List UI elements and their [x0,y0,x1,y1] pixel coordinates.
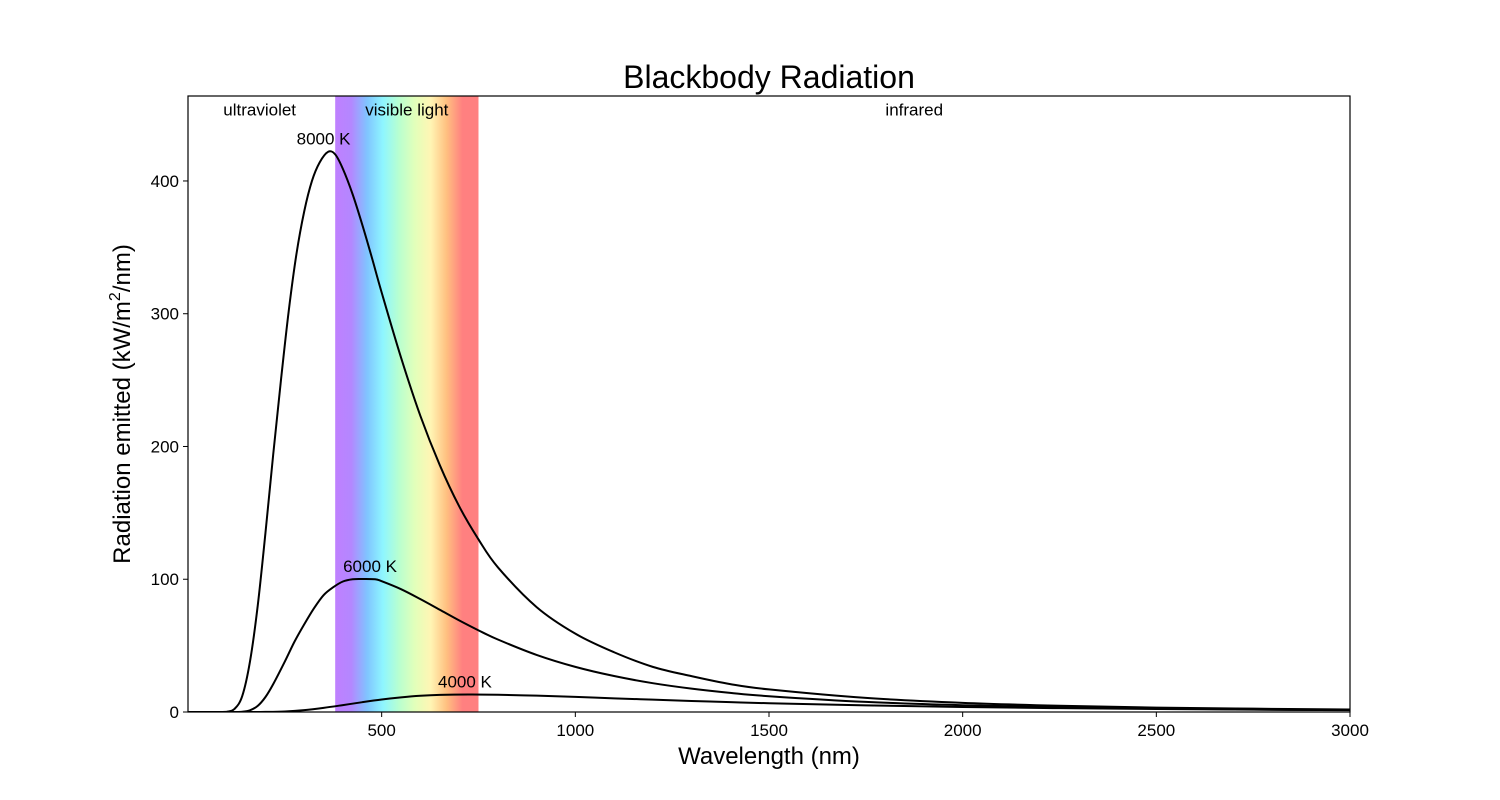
x-tick-label: 2500 [1137,721,1175,740]
y-tick-label: 0 [170,703,179,722]
curve-label-4000: 4000 K [438,672,493,691]
y-axis-label-prefix: Radiation emitted (kW/m [109,301,136,564]
y-axis-label-suffix: /nm) [109,244,136,292]
x-tick-label: 1000 [556,721,594,740]
y-tick-label: 300 [151,305,179,324]
x-tick-label: 500 [367,721,395,740]
curve-label-8000: 8000 K [297,129,352,148]
region-label: infrared [885,100,943,119]
series-line-4000 [188,693,1350,712]
x-tick-label: 3000 [1331,721,1369,740]
y-tick-label: 400 [151,172,179,191]
x-tick-label: 1500 [750,721,788,740]
series-line-6000 [188,577,1350,712]
visible-light-band [335,96,479,712]
y-axis-label: Radiation emitted (kW/m2/nm) [107,244,136,564]
x-axis: 500 1000 1500 2000 2500 3000 [367,712,1369,740]
x-tick-label: 2000 [944,721,982,740]
y-tick-label: 200 [151,437,179,456]
series-line-8000 [188,150,1350,712]
chart-title: Blackbody Radiation [623,59,915,95]
region-label: ultraviolet [223,100,296,119]
x-axis-label: Wavelength (nm) [678,743,860,770]
region-labels: ultraviolet visible light infrared [223,100,943,119]
y-axis: 0 100 200 300 400 [151,172,188,722]
region-label: visible light [365,100,448,119]
y-axis-label-superscript: 2 [107,292,124,301]
series-group [188,150,1350,712]
curve-labels: 8000 K 6000 K 4000 K [297,129,493,691]
curve-label-6000: 6000 K [343,557,398,576]
y-tick-label: 100 [151,570,179,589]
